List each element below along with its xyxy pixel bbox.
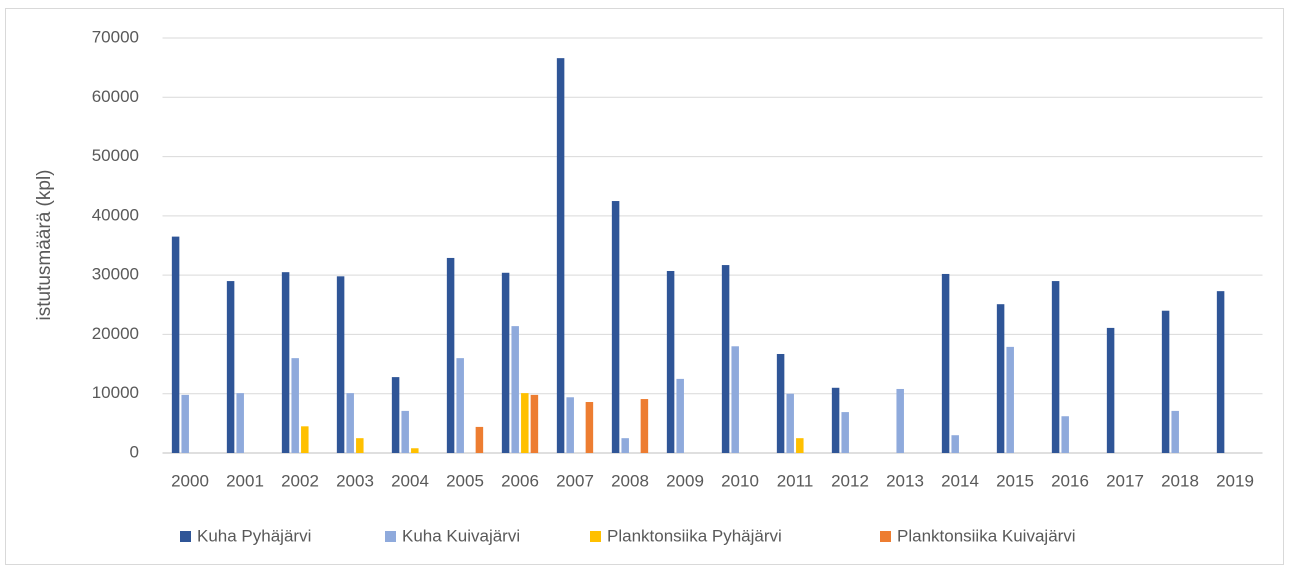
bar: [621, 438, 629, 453]
x-tick-label: 2013: [886, 471, 924, 490]
bar: [996, 304, 1005, 453]
bar: [666, 270, 675, 453]
x-tick-label: 2000: [171, 471, 209, 490]
bar: [446, 257, 455, 453]
bar: [356, 438, 364, 453]
bar: [1106, 327, 1115, 453]
bar: [1051, 281, 1060, 453]
bar: [941, 273, 950, 453]
legend-swatch: [180, 531, 191, 542]
bar: [511, 326, 519, 453]
bar: [841, 412, 849, 453]
bar: [281, 272, 290, 453]
bar: [521, 393, 529, 453]
y-tick-label: 20000: [92, 324, 139, 343]
y-tick-label: 0: [130, 442, 139, 461]
bar: [776, 353, 785, 453]
bar: [1061, 416, 1069, 453]
bar: [566, 397, 574, 453]
legend-swatch: [590, 531, 601, 542]
bar: [640, 399, 649, 453]
bar: [1216, 291, 1225, 453]
bar: [336, 276, 345, 453]
bar: [456, 358, 464, 453]
bar: [501, 272, 510, 453]
bar: [831, 387, 840, 453]
x-tick-label: 2010: [721, 471, 759, 490]
y-tick-label: 30000: [92, 265, 139, 284]
y-tick-label: 40000: [92, 205, 139, 224]
x-tick-label: 2015: [996, 471, 1034, 490]
x-tick-label: 2005: [446, 471, 484, 490]
bar: [226, 281, 235, 453]
legend-label: Kuha Kuivajärvi: [402, 526, 520, 545]
bar: [411, 448, 419, 453]
bar: [475, 426, 484, 453]
y-tick-label: 50000: [92, 146, 139, 165]
x-tick-label: 2016: [1051, 471, 1089, 490]
x-tick-label: 2003: [336, 471, 374, 490]
x-tick-label: 2011: [777, 471, 814, 490]
x-tick-label: 2001: [226, 471, 264, 490]
bar: [301, 426, 309, 453]
bar: [236, 393, 244, 453]
y-tick-label: 70000: [92, 27, 139, 46]
x-tick-label: 2018: [1161, 471, 1199, 490]
legend-label: Kuha Pyhäjärvi: [197, 526, 311, 545]
bar: [731, 346, 739, 453]
y-tick-label: 10000: [92, 383, 139, 402]
x-tick-label: 2017: [1106, 471, 1144, 490]
x-tick-label: 2008: [611, 471, 649, 490]
bar: [291, 358, 299, 453]
x-tick-label: 2012: [831, 471, 869, 490]
x-tick-label: 2019: [1216, 471, 1254, 490]
bar: [530, 394, 539, 453]
x-tick-label: 2004: [391, 471, 429, 490]
x-tick-label: 2006: [501, 471, 539, 490]
bar: [346, 393, 354, 453]
x-tick-label: 2002: [281, 471, 319, 490]
bar: [721, 265, 730, 453]
legend-swatch: [880, 531, 891, 542]
bar: [585, 402, 594, 453]
bar: [391, 377, 400, 453]
bar: [1161, 310, 1170, 453]
bar: [556, 58, 565, 454]
bar: [676, 378, 684, 453]
bar: [1171, 410, 1179, 453]
chart-border: [5, 8, 1284, 565]
legend-swatch: [385, 531, 396, 542]
bar: [171, 236, 180, 453]
bar: [1006, 346, 1014, 453]
bar: [896, 388, 904, 453]
bar: [796, 438, 804, 453]
x-tick-label: 2014: [941, 471, 979, 490]
bar: [181, 394, 189, 453]
bar: [951, 435, 959, 453]
bar: [611, 201, 620, 453]
x-tick-label: 2009: [666, 471, 704, 490]
legend-label: Planktonsiika Pyhäjärvi: [607, 526, 782, 545]
x-tick-label: 2007: [556, 471, 594, 490]
legend-label: Planktonsiika Kuivajärvi: [897, 526, 1076, 545]
y-tick-label: 60000: [92, 87, 139, 106]
bar: [401, 410, 409, 453]
bar: [786, 393, 794, 453]
y-axis-label: istutusmäärä (kpl): [34, 170, 55, 321]
